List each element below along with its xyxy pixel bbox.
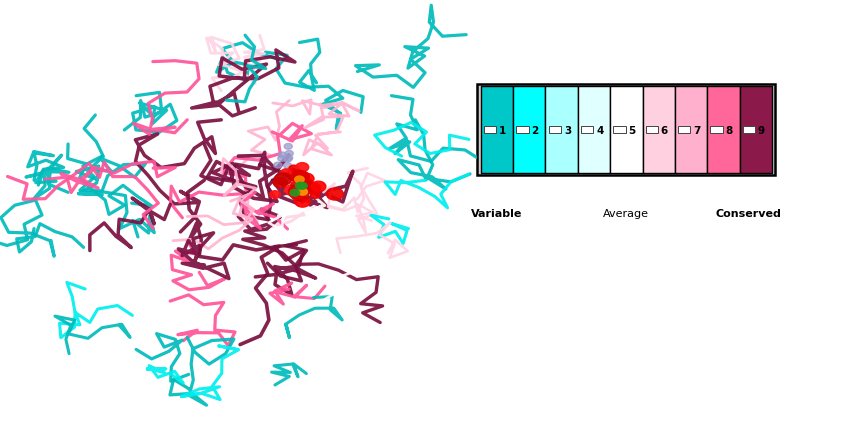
Bar [517,127,528,133]
Text: 6: 6 [661,125,668,135]
Bar [578,87,610,174]
Circle shape [273,178,288,188]
Circle shape [299,174,314,185]
Text: Conserved: Conserved [716,208,781,218]
Bar [614,127,625,133]
Circle shape [277,156,286,162]
Text: 8: 8 [726,125,733,135]
Circle shape [311,192,320,199]
Circle shape [311,182,326,192]
Bar [675,87,707,174]
Circle shape [270,191,281,199]
Text: Average: Average [603,208,649,218]
Circle shape [277,174,285,181]
Bar [581,127,593,133]
Circle shape [275,174,292,186]
Circle shape [295,183,305,190]
Bar [610,87,643,174]
Text: 3: 3 [564,125,571,135]
Circle shape [283,170,291,176]
Bar [513,87,545,174]
Circle shape [283,157,292,163]
Circle shape [288,187,305,199]
Circle shape [287,169,304,181]
Circle shape [298,179,313,190]
Text: 9: 9 [758,125,765,135]
Circle shape [288,186,305,198]
Circle shape [284,144,292,150]
Circle shape [292,171,309,184]
Circle shape [285,151,294,157]
Circle shape [278,153,286,158]
Bar [484,127,496,133]
Circle shape [293,171,303,178]
Bar [643,87,675,174]
Text: 5: 5 [629,125,636,135]
Circle shape [288,166,299,173]
Bar [740,87,772,174]
Circle shape [283,163,292,169]
Circle shape [291,181,302,190]
Text: 4: 4 [597,125,603,135]
Circle shape [290,190,300,197]
Circle shape [298,183,307,190]
Circle shape [326,188,344,201]
Text: 2: 2 [532,125,539,135]
Text: 7: 7 [694,125,700,135]
Bar [545,87,578,174]
Circle shape [284,185,300,196]
Bar [711,127,722,133]
Bar [707,87,740,174]
Circle shape [298,189,307,196]
Bar [743,127,755,133]
Circle shape [284,156,293,161]
Circle shape [305,183,320,194]
Bar [549,127,561,133]
Circle shape [294,177,304,184]
Text: 1: 1 [500,125,506,135]
Circle shape [281,169,291,177]
Bar [678,127,690,133]
Bar [646,127,658,133]
Circle shape [296,163,309,172]
Bar [477,85,775,175]
Circle shape [295,197,310,207]
Circle shape [291,190,308,202]
Circle shape [300,183,314,192]
Text: Variable: Variable [471,208,523,218]
Bar [481,87,513,174]
Circle shape [274,163,282,168]
